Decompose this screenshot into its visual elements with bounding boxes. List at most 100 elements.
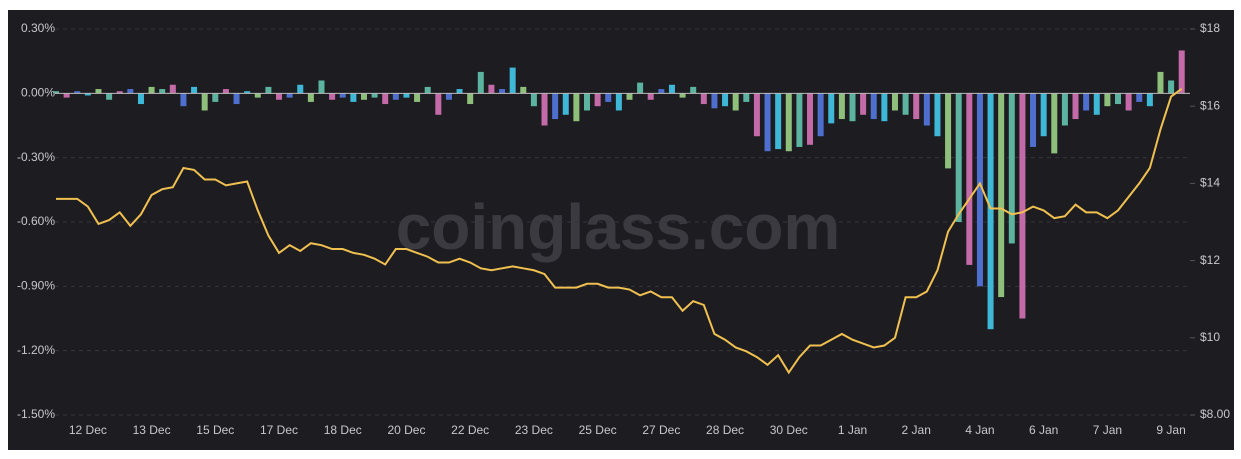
bar xyxy=(63,93,70,98)
y2-tick-label: $12 xyxy=(1200,253,1220,267)
bar xyxy=(116,91,123,94)
bar xyxy=(1136,93,1143,102)
x-tick-label: 15 Dec xyxy=(196,423,234,437)
bar xyxy=(722,93,729,107)
bar xyxy=(127,89,134,94)
x-tick-label: 23 Dec xyxy=(515,423,553,437)
bar xyxy=(679,93,686,98)
bar xyxy=(84,93,91,96)
bar xyxy=(817,93,824,137)
bar xyxy=(488,84,495,94)
bar xyxy=(1115,93,1121,105)
bar xyxy=(700,93,707,105)
watermark: coinglass.com xyxy=(396,191,841,263)
bar xyxy=(286,93,293,98)
bar xyxy=(445,93,452,100)
y-tick-label: -0.90% xyxy=(17,279,55,293)
bar xyxy=(1146,93,1153,107)
bar xyxy=(212,93,219,102)
bar xyxy=(297,84,304,94)
background xyxy=(8,10,1234,450)
bar xyxy=(137,93,144,105)
bar xyxy=(414,93,421,102)
bar xyxy=(1178,50,1185,94)
bar xyxy=(552,93,559,120)
x-tick-label: 6 Jan xyxy=(1029,423,1058,437)
bar xyxy=(807,93,814,145)
y-tick-label: -1.20% xyxy=(17,343,55,357)
bar xyxy=(1168,80,1175,94)
bar xyxy=(1019,93,1026,319)
bar xyxy=(467,93,474,105)
x-tick-label: 17 Dec xyxy=(260,423,298,437)
bar xyxy=(711,93,718,109)
bar xyxy=(148,86,155,94)
bar xyxy=(339,93,346,98)
bar xyxy=(509,67,516,94)
bar xyxy=(477,71,484,94)
bar xyxy=(870,93,877,120)
bar xyxy=(265,86,272,94)
bar xyxy=(785,93,792,152)
bar xyxy=(690,86,697,94)
bar xyxy=(360,93,367,100)
bar xyxy=(828,93,835,124)
x-tick-label: 9 Jan xyxy=(1156,423,1185,437)
bar xyxy=(1083,93,1090,111)
y2-tick-label: $14 xyxy=(1200,176,1220,190)
x-tick-label: 22 Dec xyxy=(451,423,489,437)
y-tick-label: -0.60% xyxy=(17,214,55,228)
bar xyxy=(254,93,261,98)
bar xyxy=(1093,93,1100,115)
bar xyxy=(159,89,166,94)
y2-tick-label: $18 xyxy=(1200,21,1220,35)
bar xyxy=(371,93,378,98)
bar xyxy=(626,93,633,100)
bar xyxy=(945,93,952,169)
bar xyxy=(934,93,941,137)
bar xyxy=(647,93,654,100)
bar xyxy=(1157,71,1164,94)
bar xyxy=(849,93,856,122)
x-tick-label: 1 Jan xyxy=(838,423,867,437)
bar xyxy=(1061,93,1068,126)
bar xyxy=(658,89,665,94)
x-tick-label: 18 Dec xyxy=(324,423,362,437)
bar xyxy=(891,93,898,111)
y2-tick-label: $8.00 xyxy=(1200,407,1230,421)
y2-tick-label: $10 xyxy=(1200,330,1220,344)
bar xyxy=(753,93,760,137)
x-tick-label: 2 Jan xyxy=(902,423,931,437)
x-tick-label: 28 Dec xyxy=(706,423,744,437)
bar xyxy=(966,93,973,265)
bar xyxy=(74,91,81,94)
x-tick-label: 7 Jan xyxy=(1093,423,1122,437)
bar xyxy=(860,93,867,115)
bar xyxy=(615,93,622,111)
bar xyxy=(329,93,336,100)
bar xyxy=(1040,93,1047,137)
bar xyxy=(233,93,240,105)
bar xyxy=(913,93,920,120)
bar xyxy=(403,93,410,98)
bar xyxy=(838,93,845,120)
bar xyxy=(573,93,580,122)
bar xyxy=(106,93,113,100)
bar xyxy=(955,93,962,222)
bar xyxy=(541,93,548,126)
bar xyxy=(382,93,389,105)
bar xyxy=(520,86,527,94)
bar xyxy=(1051,93,1058,154)
bar xyxy=(775,93,782,150)
bar xyxy=(743,93,750,102)
y-tick-label: -1.50% xyxy=(17,407,55,421)
bar xyxy=(530,93,537,107)
bar xyxy=(562,93,569,115)
bar xyxy=(53,91,59,94)
bar xyxy=(456,89,463,94)
bar xyxy=(392,93,399,100)
bar xyxy=(307,93,314,102)
bar xyxy=(435,93,442,115)
bar xyxy=(1125,93,1132,111)
